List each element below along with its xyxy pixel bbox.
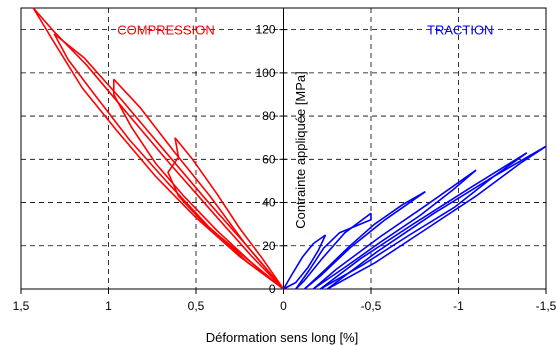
y-tick-label: 80	[262, 109, 276, 123]
y-tick-label: 40	[262, 196, 276, 210]
hysteresis-loop-up	[295, 213, 372, 290]
y-tick-label: 60	[262, 152, 276, 166]
x-tick-label: 1,5	[13, 299, 30, 313]
hysteresis-loop-up	[113, 79, 285, 290]
hysteresis-loop-down	[326, 145, 547, 290]
hysteresis-loop-down	[113, 78, 285, 290]
tick-labels: 1,5 1 0,5 0 -0,5 -1 -1,5 0 20 40 60 80 100 120	[13, 23, 556, 313]
curves	[32, 7, 547, 290]
hysteresis-loop-down	[312, 169, 477, 290]
annotation-compression: COMPRESSION	[117, 23, 215, 38]
hysteresis-loop-up	[282, 234, 326, 290]
y-tick-label: 20	[262, 239, 276, 253]
hysteresis-loop-down	[53, 33, 285, 290]
x-tick-label: 1	[105, 299, 112, 313]
x-tick-label: -0,5	[361, 299, 382, 313]
y-tick-label: 0	[269, 282, 276, 296]
x-tick-label: 0,5	[188, 299, 205, 313]
x-tick-label: -1,5	[536, 299, 556, 313]
x-axis-title: Déformation sens long [%]	[206, 330, 358, 345]
hysteresis-loop-down	[319, 152, 528, 290]
hysteresis-loop-up	[312, 169, 477, 290]
y-tick-label: 100	[255, 66, 275, 80]
hysteresis-loop-down	[303, 191, 426, 290]
annotation-traction: TRACTION	[427, 23, 493, 38]
x-tick-label: -1	[453, 299, 464, 313]
hysteresis-loop-up	[53, 33, 284, 290]
hysteresis-loop-up	[32, 7, 284, 290]
hysteresis-loop-down	[295, 212, 372, 290]
hysteresis-loop-down	[174, 137, 285, 290]
hysteresis-loop-up	[326, 145, 547, 290]
x-tick-label: 0	[280, 299, 287, 313]
hysteresis-loop-down	[283, 234, 327, 290]
y-axis-title: Contrainte appliquée [MPa]	[293, 71, 308, 229]
hysteresis-loop-down	[32, 7, 285, 290]
y-tick-label: 120	[255, 23, 275, 37]
axes	[20, 7, 547, 294]
hysteresis-loop-up	[303, 191, 426, 290]
